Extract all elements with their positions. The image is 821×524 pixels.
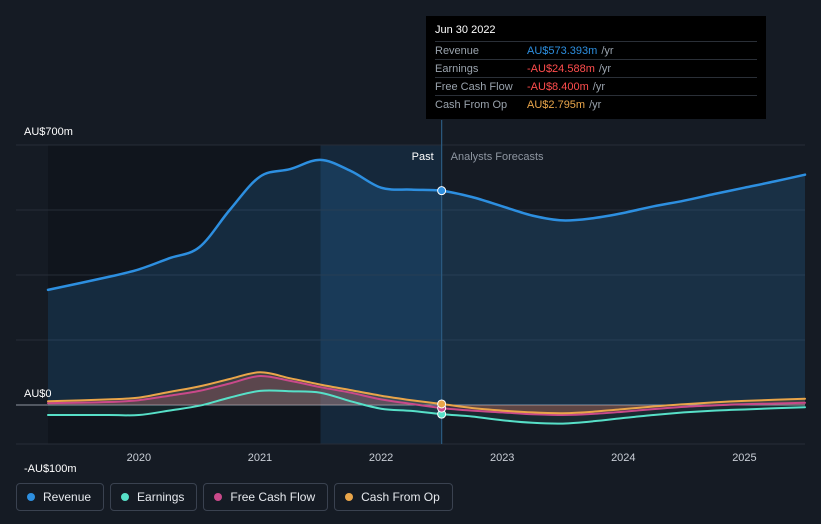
- legend-dot-icon: [214, 493, 223, 501]
- legend-label: Revenue: [43, 490, 92, 504]
- data-point-cash-from-op: [437, 399, 447, 409]
- y-tick-label: AU$700m: [24, 126, 73, 138]
- tooltip-value: AU$2.795m: [527, 98, 586, 111]
- x-tick-label: 2020: [127, 452, 151, 464]
- legend-item-cash-from-op[interactable]: Cash From Op: [334, 483, 453, 511]
- x-tick-label: 2025: [732, 452, 756, 464]
- legend-dot-icon: [27, 493, 35, 501]
- tooltip-value: AU$573.393m: [527, 44, 598, 57]
- series-area-revenue: [48, 159, 805, 405]
- past-label: Past: [412, 151, 434, 163]
- tooltip-unit: /yr: [592, 80, 605, 93]
- highlight-band: [320, 145, 442, 444]
- legend: Revenue Earnings Free Cash Flow Cash Fro…: [16, 483, 453, 511]
- series-area-cash-from-op: [48, 372, 805, 414]
- tooltip-label: Revenue: [435, 44, 480, 57]
- y-tick-label: AU$0: [24, 388, 52, 400]
- x-tick-label: 2024: [611, 452, 635, 464]
- tooltip-value: -AU$8.400m: [527, 80, 589, 93]
- legend-item-revenue[interactable]: Revenue: [16, 483, 105, 511]
- data-point-revenue: [437, 186, 447, 196]
- tooltip-row-revenue: Revenue AU$573.393m /yr: [435, 41, 757, 59]
- legend-item-free-cash-flow[interactable]: Free Cash Flow: [203, 483, 329, 511]
- tooltip-value: -AU$24.588m: [527, 62, 595, 75]
- tooltip-unit: /yr: [598, 62, 612, 75]
- series-area-free-cash-flow: [48, 375, 805, 416]
- legend-label: Cash From Op: [361, 490, 440, 504]
- x-tick-label: 2022: [369, 452, 393, 464]
- tooltip-row-cash-from-op: Cash From Op AU$2.795m /yr: [435, 95, 757, 113]
- tooltip-row-free-cash-flow: Free Cash Flow -AU$8.400m /yr: [435, 77, 757, 95]
- legend-dot-icon: [121, 493, 130, 501]
- tooltip-unit: /yr: [589, 98, 602, 111]
- x-tick-label: 2023: [490, 452, 514, 464]
- tooltip-label: Earnings: [435, 62, 479, 75]
- x-tick-label: 2021: [248, 452, 272, 464]
- tooltip-label: Cash From Op: [435, 98, 508, 111]
- legend-label: Earnings: [137, 490, 185, 504]
- legend-item-earnings[interactable]: Earnings: [110, 483, 198, 511]
- tooltip-date: Jun 30 2022: [435, 24, 496, 36]
- tooltip-label: Free Cash Flow: [435, 80, 513, 93]
- legend-label: Free Cash Flow: [230, 490, 316, 504]
- tooltip: Jun 30 2022 Revenue AU$573.393m /yr Earn…: [426, 16, 766, 119]
- tooltip-row-earnings: Earnings -AU$24.588m /yr: [435, 59, 757, 77]
- y-tick-label: -AU$100m: [24, 463, 77, 475]
- legend-dot-icon: [345, 493, 354, 501]
- tooltip-unit: /yr: [601, 44, 614, 57]
- forecast-label: Analysts Forecasts: [451, 151, 544, 163]
